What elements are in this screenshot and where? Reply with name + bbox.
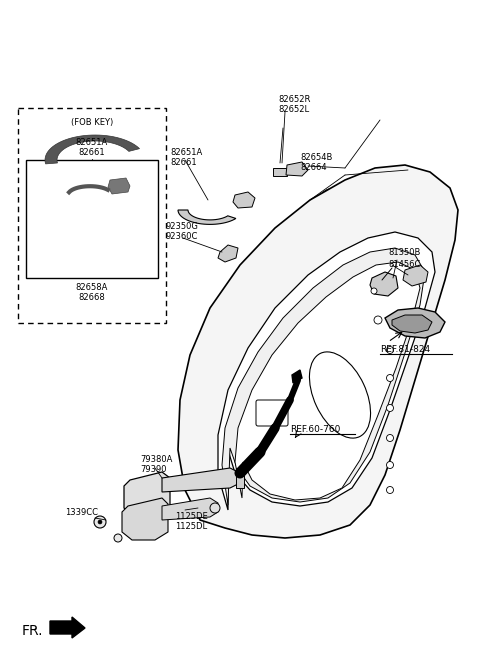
Text: 82651A
82661: 82651A 82661 [170,148,202,167]
Text: 82654B
82664: 82654B 82664 [300,153,332,173]
Polygon shape [124,472,170,514]
Text: 82658A
82668: 82658A 82668 [76,283,108,302]
Bar [236,468,244,488]
Polygon shape [286,162,308,176]
Ellipse shape [320,188,340,201]
Circle shape [386,487,394,493]
Polygon shape [392,315,432,333]
Polygon shape [162,498,218,520]
Circle shape [386,375,394,382]
Circle shape [94,516,106,528]
Circle shape [386,346,394,354]
Text: REF.60-760: REF.60-760 [290,425,340,434]
Polygon shape [122,498,168,540]
Circle shape [386,405,394,411]
Polygon shape [45,135,140,164]
Text: FR.: FR. [22,624,44,638]
Polygon shape [222,248,425,505]
Circle shape [98,520,102,524]
Polygon shape [218,232,435,510]
Text: 81456C: 81456C [388,260,420,269]
Text: 82652R
82652L: 82652R 82652L [278,95,311,114]
Bar [26,160,158,278]
Text: 1125DE
1125DL: 1125DE 1125DL [175,512,208,531]
Polygon shape [233,192,255,208]
Text: 92350G
92360C: 92350G 92360C [165,222,198,241]
Ellipse shape [310,352,371,438]
Polygon shape [50,617,85,638]
Polygon shape [108,178,130,194]
Circle shape [114,534,122,542]
Text: 1339CC: 1339CC [65,508,98,517]
Bar [18,108,166,323]
Circle shape [210,503,220,513]
Circle shape [371,288,377,294]
Polygon shape [385,308,445,338]
Circle shape [374,316,382,324]
Polygon shape [162,468,240,492]
FancyBboxPatch shape [256,400,288,426]
Text: REF.81-824: REF.81-824 [380,345,430,354]
Polygon shape [178,210,236,224]
Polygon shape [403,265,428,286]
Polygon shape [218,245,238,262]
Circle shape [386,434,394,441]
Circle shape [386,462,394,468]
Text: 82651A
82661: 82651A 82661 [76,138,108,157]
Text: 81350B: 81350B [388,248,420,257]
Text: 79380A
79390: 79380A 79390 [140,455,172,474]
Polygon shape [370,272,398,296]
FancyArrow shape [52,622,80,632]
Text: (FOB KEY): (FOB KEY) [71,117,113,127]
Polygon shape [178,165,458,538]
Bar [273,168,287,176]
Polygon shape [292,370,302,383]
Polygon shape [235,262,420,500]
